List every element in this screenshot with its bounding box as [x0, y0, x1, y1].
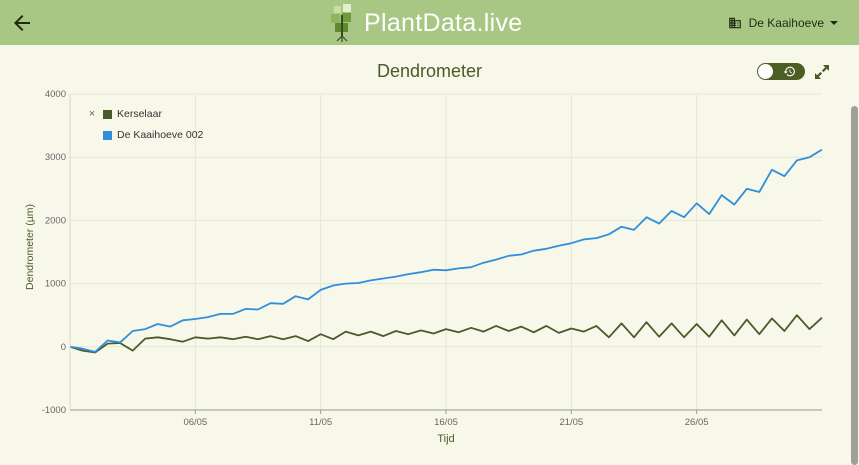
- legend-item[interactable]: × Kerselaar: [86, 107, 203, 121]
- app-name: PlantData.live: [364, 8, 523, 37]
- scrollbar-thumb[interactable]: [851, 106, 858, 465]
- chart-axes: 4000 3000 2000 1000 0 -1000 06/05 11/05 16/05 21/…: [24, 89, 822, 445]
- history-icon: [783, 66, 795, 77]
- x-tick-label: 06/05: [183, 417, 207, 428]
- y-tick-label: 0: [61, 342, 66, 353]
- app-header: PlantData.live De Kaaihoeve: [0, 0, 859, 45]
- expand-icon[interactable]: [814, 64, 830, 80]
- legend-label: Kerselaar: [117, 108, 162, 120]
- chart-grid: [70, 93, 822, 411]
- site-name: De Kaaihoeve: [748, 16, 824, 30]
- arrow-left-icon[interactable]: [10, 11, 34, 35]
- y-tick-label: 2000: [45, 215, 66, 226]
- caret-down-icon: [830, 21, 838, 25]
- y-tick-label: 1000: [45, 279, 66, 290]
- legend-swatch: [103, 109, 112, 119]
- legend-label: De Kaaihoeve 002: [117, 129, 204, 141]
- y-tick-label: 4000: [45, 89, 66, 100]
- legend-item[interactable]: De Kaaihoeve 002: [86, 128, 203, 142]
- toggle-knob: [758, 64, 773, 79]
- legend-swatch: [103, 130, 112, 140]
- x-axis-label: Tijd: [437, 433, 454, 445]
- series-line-2: [69, 148, 823, 353]
- x-tick-label: 11/05: [309, 417, 332, 428]
- plant-logo-icon: [331, 4, 351, 42]
- y-tick-label: 3000: [45, 152, 66, 163]
- chart-legend: × Kerselaar De Kaaihoeve 002: [86, 107, 204, 149]
- history-toggle[interactable]: [757, 63, 805, 80]
- x-tick-label: 26/05: [685, 417, 709, 428]
- chart-title: Dendrometer: [376, 61, 483, 81]
- x-tick-label: 21/05: [559, 417, 583, 428]
- building-icon: [728, 17, 741, 29]
- chart-series: [69, 148, 823, 354]
- x-tick-label: 16/05: [434, 417, 458, 428]
- site-selector[interactable]: De Kaaihoeve: [728, 13, 839, 33]
- close-icon[interactable]: ×: [88, 108, 96, 120]
- y-axis-label: Dendrometer (µm): [24, 204, 36, 290]
- y-tick-label: -1000: [42, 405, 66, 416]
- app-logo[interactable]: PlantData.live: [329, 3, 522, 43]
- series-line-1: [69, 314, 823, 354]
